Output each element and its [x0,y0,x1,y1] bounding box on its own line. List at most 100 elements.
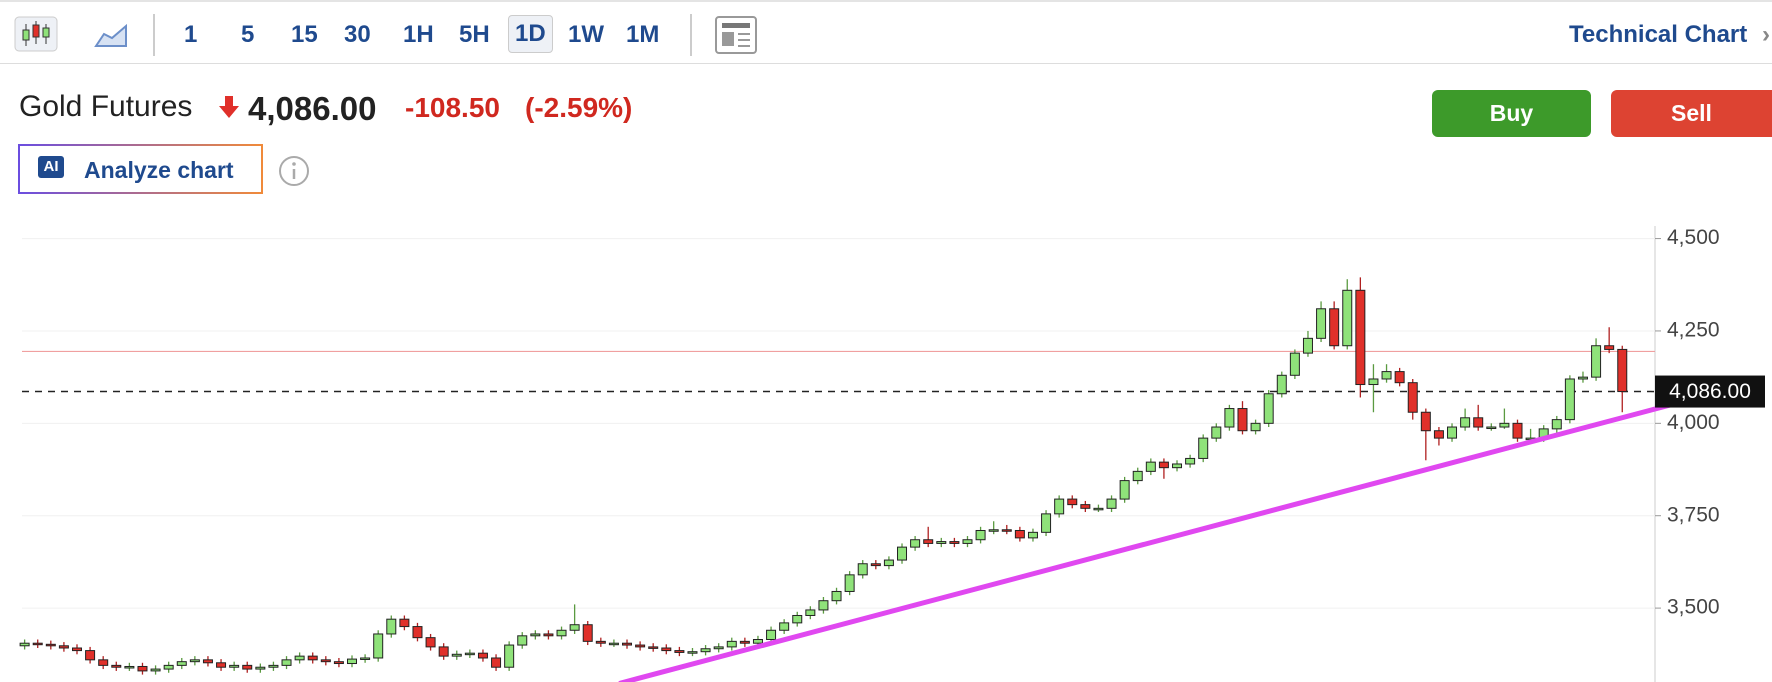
candle-body [923,539,934,544]
candle-body [726,640,737,648]
candle-body [857,563,868,576]
down-arrow [219,96,239,118]
candle-body [320,659,331,663]
separator [690,14,692,56]
candle-body [517,635,528,646]
candle-body [1473,417,1484,428]
candle-body [1001,529,1012,532]
candle-body [386,618,397,635]
change-pct: (-2.59%) [525,92,633,123]
candle-body [713,646,724,650]
candle-body [72,647,83,652]
candle-body [412,626,423,639]
sell-button[interactable]: Sell [1611,90,1772,137]
area-icon[interactable] [94,20,130,50]
candle-body [1014,529,1025,539]
candle-body [491,657,502,668]
candle-icon[interactable] [14,16,58,52]
info-icon[interactable] [278,155,310,187]
candle-body [176,661,187,666]
candle-body [962,539,973,544]
candle-body [1564,378,1575,421]
candle-body [910,539,921,548]
candle-body [949,541,960,544]
candle-body [1617,348,1628,393]
analyze-button[interactable]: AI Analyze chart [18,144,263,194]
candle-body [58,645,69,649]
candle-body [635,644,646,648]
candle-body [438,646,449,657]
candle-body [373,633,384,659]
y-tick-label: 4,000 [1667,411,1720,434]
candle-body [1316,308,1327,339]
candle-body [1355,289,1366,386]
candle-body [1172,463,1183,469]
candle-body [1329,308,1340,347]
candle-body [1145,461,1156,472]
candle-body [1198,437,1209,459]
candle-body [1027,531,1038,539]
candle-body [124,665,135,669]
candle-body [1211,426,1222,439]
candle-body [1381,371,1392,380]
candle-body [752,639,763,644]
separator [153,14,155,56]
candle-body [347,658,358,665]
candle-body [818,600,829,611]
candle-body [530,633,541,637]
candle-body [766,629,777,641]
candle-body [216,662,227,668]
candle-body [831,590,842,602]
candle-body [255,666,266,670]
candle-body [1276,374,1287,395]
candle-body [988,529,999,532]
candle-body [1368,378,1379,386]
technical-chart-link[interactable]: Technical Chart [1569,21,1748,48]
candle-body [333,661,344,665]
candle-body [1394,371,1405,384]
candle-body [111,664,122,668]
candle-body [1342,289,1353,347]
interval[interactable]: 1M [626,21,660,48]
layout-icon[interactable] [715,16,757,54]
ai-badge: AI [38,156,64,178]
candle-body [1132,470,1143,482]
candle-body [399,618,410,628]
candle-body [504,644,515,668]
candle-body [45,643,56,647]
candle-body [805,609,816,616]
candle-body [674,650,685,653]
candle-body [1080,504,1091,509]
candle-body [1302,337,1313,354]
interval[interactable]: 1H [403,21,434,48]
candle-body [150,668,161,672]
candle-body [1551,419,1562,430]
candle-body [1119,480,1130,500]
candle-body [1289,352,1300,376]
buy-button[interactable]: Buy [1432,90,1591,137]
chevron: › [1762,21,1770,48]
candle-body [1433,430,1444,439]
interval[interactable]: 30 [344,21,371,48]
candle-body [661,647,672,652]
interval[interactable]: 1W [568,21,604,48]
interval[interactable]: 15 [291,21,318,48]
candle-body [1460,417,1471,428]
interval[interactable]: 1 [184,21,198,48]
interval[interactable]: 5 [241,21,255,48]
candle-body [163,664,174,670]
candle-body [700,648,711,653]
candle-body [1237,408,1248,432]
candle-body [1185,457,1196,465]
interval[interactable]: 5H [459,21,490,48]
candle-body [1224,408,1235,428]
interval[interactable]: 1D [508,15,553,53]
candle-body [883,559,894,567]
y-tick-label: 3,500 [1667,596,1720,619]
candle-body [543,633,554,637]
y-tick-label: 3,750 [1667,503,1720,526]
trendline [618,390,1717,682]
candle-body [739,640,750,644]
price-tag-label: 4,086.00 [1669,380,1751,403]
